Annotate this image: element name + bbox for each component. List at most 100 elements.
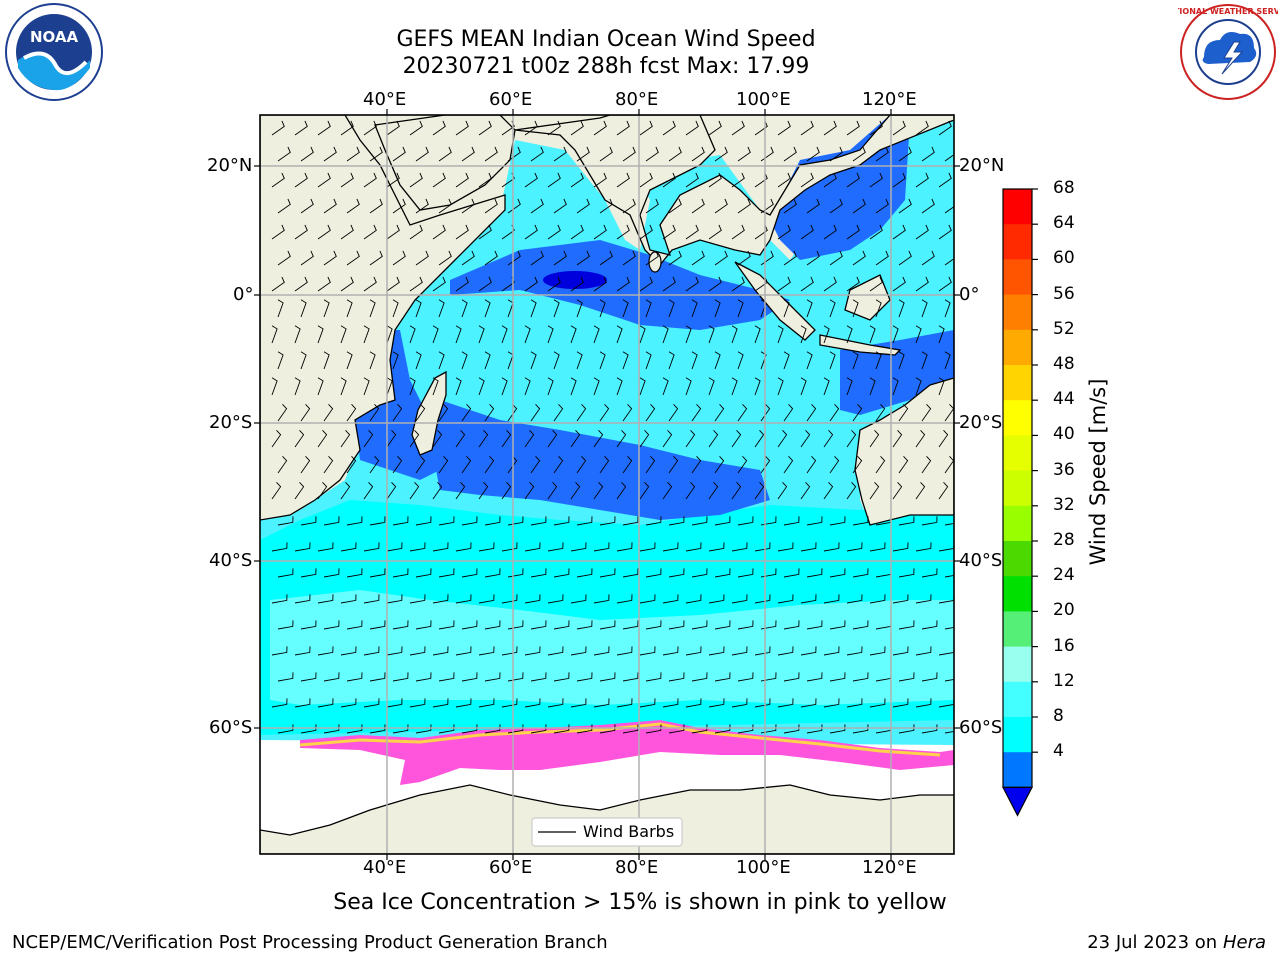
wind-barb [294, 276, 308, 292]
wind-barb [461, 250, 475, 266]
wind-barb [363, 481, 374, 500]
wind-barb [277, 672, 294, 682]
wind-barb [553, 620, 570, 630]
wind-barb [685, 429, 696, 448]
wind-barb [277, 455, 288, 474]
wind-barb [386, 429, 397, 448]
wind-barb [616, 377, 623, 396]
wind-barb [800, 594, 817, 604]
wind-barb [438, 620, 455, 630]
wind-barb [599, 620, 616, 630]
wind-barb [915, 120, 929, 136]
wind-barb [576, 198, 590, 214]
wind-barb [760, 403, 771, 422]
wind-barb [829, 198, 843, 214]
colorbar-tick-label: 40 [1053, 424, 1075, 445]
lon-label-bottom-40e: 40°E [363, 857, 407, 878]
wind-barb [576, 620, 593, 630]
wind-barb [501, 429, 512, 448]
sea-ice-edge [299, 722, 941, 757]
lat-label-left-20n: 20°N [207, 155, 253, 176]
wind-barb [363, 646, 380, 656]
wind-barb [668, 455, 679, 474]
wind-barb [777, 646, 794, 656]
wind-barb [823, 224, 837, 240]
wind-barb [593, 429, 604, 448]
wind-barb [846, 542, 863, 552]
wind-barb [323, 403, 334, 422]
wind-barb [685, 594, 702, 604]
wind-barb [530, 455, 541, 474]
wind-barb [432, 542, 449, 552]
wind-barb [622, 198, 636, 214]
wind-barb [645, 672, 662, 682]
wind-barb [369, 672, 386, 682]
wind-barb [898, 620, 915, 630]
wind-barb [806, 403, 817, 422]
wind-barb [300, 250, 314, 266]
wind-barb [346, 455, 357, 474]
wind-barb [783, 299, 790, 318]
wind-barb [415, 672, 432, 682]
wind-barb [921, 620, 938, 630]
wind-barb [415, 198, 429, 214]
wind-barb [576, 403, 587, 422]
wind-barb [691, 568, 708, 578]
wind-barb [369, 198, 383, 214]
wind-barb [386, 698, 403, 708]
map-gridlines [260, 115, 954, 854]
wind-barb [524, 698, 541, 708]
wind-barb [271, 172, 285, 188]
wind-barb [898, 250, 912, 266]
wind-barb [300, 146, 314, 162]
wind-barb [662, 429, 673, 448]
wind-barb [645, 198, 659, 214]
wind-barb [553, 403, 564, 422]
wind-barb [875, 351, 882, 370]
wind-barb [846, 276, 860, 292]
nws-logo-text: NATIONAL WEATHER SERVICE [1178, 7, 1278, 16]
wind-barb [553, 250, 567, 266]
wind-barb [553, 516, 570, 526]
lat-label-left-20s: 20°S [209, 412, 253, 433]
wind-barb [432, 481, 443, 500]
wind-barb [415, 620, 432, 630]
wind-barb [593, 377, 600, 396]
wind-barb [691, 146, 705, 162]
wind-barb [524, 542, 541, 552]
wind-barb [340, 542, 357, 552]
wind-barb [570, 172, 584, 188]
wind-barb [501, 325, 508, 344]
wind-barb [691, 455, 702, 474]
wind-barb [869, 698, 886, 708]
wind-barb [892, 698, 909, 708]
wind-barb [300, 299, 307, 318]
lat-label-left-40s: 40°S [209, 550, 253, 571]
wind-barb [277, 198, 291, 214]
wind-barb [921, 516, 938, 526]
wind-barb [346, 299, 353, 318]
wind-barb [668, 568, 685, 578]
colorbar-segment [1003, 646, 1032, 683]
wind-barb [346, 724, 363, 734]
wind-barb [576, 455, 587, 474]
wind-barb [455, 646, 472, 656]
wind-barb [553, 672, 570, 682]
wind-barb [547, 698, 564, 708]
wind-barb [386, 325, 393, 344]
wind-barb [415, 351, 422, 370]
chart-title-line2: 20230721 t00z 288h fcst Max: 17.99 [402, 54, 810, 79]
wind-barb [944, 206, 954, 214]
wind-barb [639, 481, 650, 500]
wind-barb [616, 429, 627, 448]
wind-barb [829, 299, 836, 318]
wind-barb [461, 299, 468, 318]
wind-barb [823, 429, 834, 448]
wind-barb [691, 351, 698, 370]
wind-barb [737, 620, 754, 630]
wind-barb [691, 299, 698, 318]
wind-barb [731, 698, 748, 708]
wind-barb [323, 299, 330, 318]
wind-barb [363, 224, 377, 240]
wind-barb [737, 250, 751, 266]
